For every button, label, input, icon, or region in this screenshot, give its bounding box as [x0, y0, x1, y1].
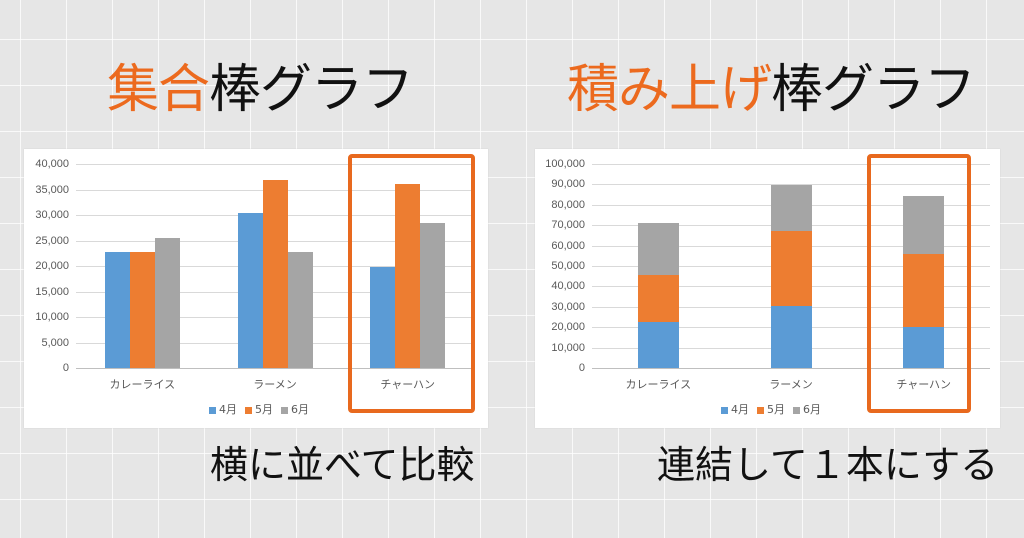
y-tick-label: 90,000 — [551, 178, 585, 191]
y-tick-label: 40,000 — [35, 158, 69, 170]
y-tick-label: 40,000 — [551, 280, 585, 293]
y-tick-label: 20,000 — [35, 260, 69, 272]
bar — [370, 266, 396, 368]
stacked-caption: 連結して１本にする — [657, 443, 999, 487]
bar-segment — [637, 223, 679, 276]
clustered-legend: 4月 5月 6月 — [209, 403, 309, 417]
category-label: チャーハン — [896, 378, 951, 391]
category-label: ラーメン — [253, 378, 297, 391]
y-tick-label: 60,000 — [551, 239, 585, 252]
bar — [395, 184, 421, 368]
legend-swatch-jun — [793, 406, 800, 414]
y-tick-label: 5,000 — [41, 336, 69, 349]
clustered-caption: 横に並べて比較 — [210, 443, 475, 487]
category-label: カレーライス — [109, 378, 176, 391]
stacked-plot-area — [592, 164, 990, 369]
bar — [104, 252, 130, 368]
category-label: チャーハン — [380, 378, 435, 391]
bar-segment — [903, 253, 945, 328]
legend-swatch-jun — [281, 406, 288, 414]
y-tick-label: 35,000 — [35, 183, 69, 196]
y-tick-label: 30,000 — [35, 209, 69, 221]
bar — [287, 252, 313, 368]
legend-swatch-may — [757, 406, 764, 414]
clustered-title-rest: 棒グラフ — [209, 60, 414, 120]
clustered-bar-chart: 4月 5月 6月 0 5,000 10,000 15,000 20,000 25,000 3… — [24, 149, 488, 428]
y-tick-label: 80,000 — [551, 198, 585, 211]
y-tick-label: 0 — [578, 362, 585, 374]
clustered-highlight-box — [348, 154, 475, 413]
y-tick-label: 0 — [62, 362, 69, 374]
bar — [154, 237, 180, 368]
legend-item-apr: 4月 — [209, 403, 237, 417]
stacked-legend: 4月 5月 6月 — [721, 403, 821, 417]
y-tick-label: 15,000 — [35, 285, 69, 298]
bar — [262, 179, 288, 368]
clustered-bar-title: 集合棒グラフ — [107, 58, 414, 122]
y-tick-label: 20,000 — [551, 321, 585, 334]
legend-item-may: 5月 — [245, 403, 273, 417]
y-tick-label: 70,000 — [551, 219, 585, 232]
category-label: ラーメン — [769, 378, 813, 391]
stacked-bar-chart: 4月 5月 6月 0 10,000 20,000 30,000 40,000 50,000… — [535, 149, 1000, 428]
bar-segment — [903, 327, 945, 368]
y-tick-label: 10,000 — [35, 311, 69, 323]
bar-segment — [770, 184, 812, 231]
legend-swatch-apr — [209, 406, 216, 414]
bar-segment — [637, 321, 679, 368]
gridline — [592, 164, 990, 165]
legend-item-jun: 6月 — [793, 403, 821, 417]
bar-segment — [770, 230, 812, 307]
stacked-title-rest: 棒グラフ — [771, 60, 976, 120]
y-tick-label: 10,000 — [551, 341, 585, 354]
clustered-title-accent: 集合 — [107, 60, 210, 120]
x-axis-line — [76, 368, 474, 369]
bar-segment — [637, 275, 679, 322]
y-tick-label: 50,000 — [551, 260, 585, 272]
gridline — [76, 164, 474, 165]
legend-swatch-may — [245, 406, 252, 414]
bar — [237, 213, 263, 368]
y-tick-label: 100,000 — [545, 158, 585, 170]
stacked-title-accent: 積み上げ — [567, 60, 772, 120]
legend-swatch-apr — [721, 406, 728, 414]
bar-segment — [770, 306, 812, 368]
legend-item-apr: 4月 — [721, 403, 749, 417]
clustered-plot-area — [76, 164, 474, 369]
bar — [420, 223, 446, 368]
y-tick-label: 25,000 — [35, 234, 69, 247]
stacked-highlight-box — [867, 154, 971, 413]
bar — [129, 252, 155, 368]
category-label: カレーライス — [625, 378, 692, 391]
legend-item-may: 5月 — [757, 403, 785, 417]
x-axis-line — [592, 368, 990, 369]
stacked-bar-title: 積み上げ棒グラフ — [567, 58, 976, 122]
legend-item-jun: 6月 — [281, 403, 309, 417]
y-tick-label: 30,000 — [551, 300, 585, 313]
bar-segment — [903, 196, 945, 254]
